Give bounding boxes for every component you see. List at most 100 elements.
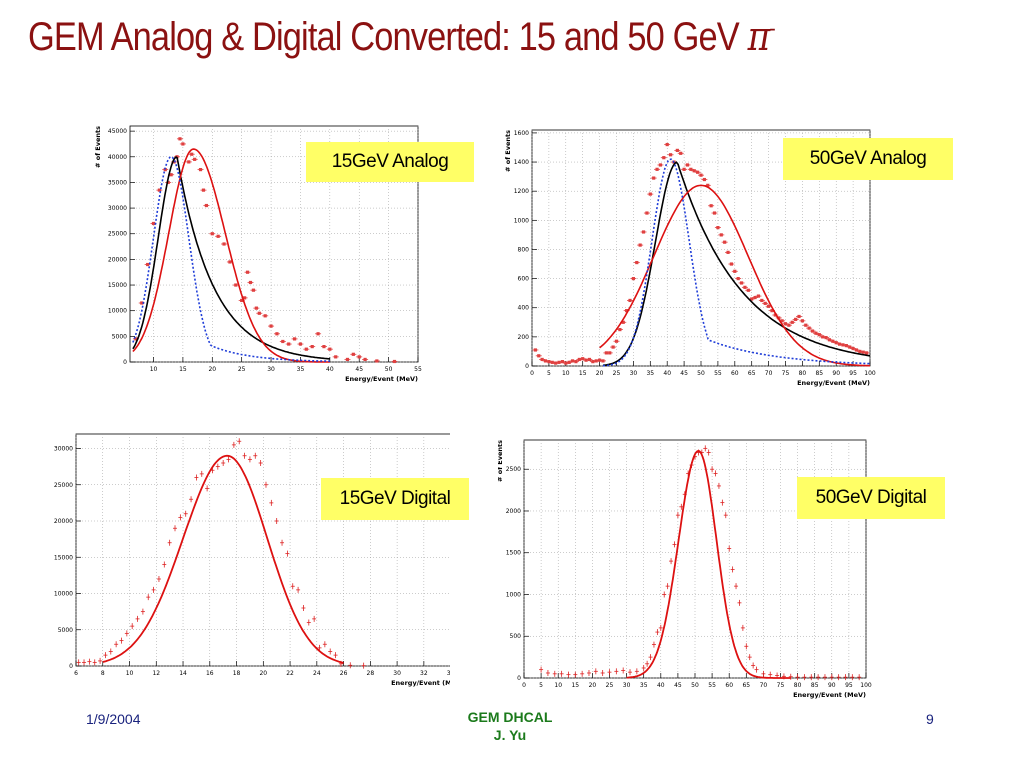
data-point	[296, 586, 301, 593]
y-tick-label: 35000	[108, 179, 127, 186]
data-point	[119, 637, 124, 644]
y-tick-label: 25000	[108, 231, 127, 238]
data-point	[231, 441, 236, 448]
data-point	[301, 605, 306, 611]
data-point	[545, 669, 550, 676]
data-points	[132, 137, 398, 364]
data-point	[843, 674, 848, 681]
x-tick-label: 75	[782, 370, 790, 377]
data-point	[772, 313, 779, 317]
x-tick-label: 40	[663, 370, 671, 377]
data-point	[344, 357, 351, 362]
data-point	[654, 167, 661, 171]
x-tick-label: 70	[765, 370, 773, 377]
data-point	[328, 648, 333, 655]
x-tick-label: 28	[367, 670, 375, 677]
y-tick-label: 15000	[108, 282, 127, 289]
fit-curve	[132, 155, 330, 362]
data-point	[532, 348, 539, 352]
data-point	[806, 326, 813, 330]
data-point	[215, 234, 222, 238]
data-point	[135, 615, 140, 622]
data-point	[253, 452, 258, 459]
x-tick-label: 65	[742, 682, 750, 689]
data-point	[684, 163, 691, 167]
data-point	[681, 167, 688, 171]
title-superscript: -	[769, 15, 775, 41]
data-point	[600, 669, 605, 676]
data-point	[809, 674, 814, 681]
chart-50gev-digital: 0 5 10 15 20 25 30 35 40 45 50 55 60 65 70 75 80 85 90 95 10…	[498, 439, 872, 699]
data-point	[183, 510, 188, 517]
data-point	[273, 332, 280, 336]
y-tick-label: 10000	[54, 591, 73, 598]
data-point	[823, 335, 830, 340]
data-point	[144, 262, 151, 267]
fit-curve	[102, 454, 344, 664]
data-point	[165, 180, 172, 185]
y-tick-label: 2000	[506, 508, 521, 515]
y-tick-label: 0	[123, 359, 127, 366]
x-tick-label: 70	[760, 682, 768, 689]
data-point	[146, 594, 151, 601]
x-tick-label: 10	[554, 682, 562, 689]
x-tick-label: 32	[420, 670, 428, 677]
data-point	[725, 250, 732, 254]
x-tick-label: 22	[286, 670, 294, 677]
data-point	[651, 641, 656, 648]
data-point	[269, 499, 274, 506]
x-tick-label: 34	[447, 670, 450, 677]
label-15gev-analog: 15GeV Analog	[306, 142, 474, 182]
data-point	[754, 666, 759, 673]
data-point	[174, 155, 181, 159]
fit-curve	[132, 156, 330, 360]
data-point	[674, 148, 681, 152]
data-point	[566, 671, 571, 678]
data-point	[829, 674, 834, 681]
x-tick-label: 50	[691, 682, 699, 689]
data-point	[280, 539, 285, 546]
data-point	[755, 294, 762, 298]
x-tick-label: 0	[522, 682, 526, 689]
data-point	[664, 142, 671, 147]
data-point	[237, 438, 242, 445]
fit-curve	[602, 161, 871, 367]
data-point	[303, 347, 310, 351]
data-point	[747, 654, 752, 661]
x-tick-label: 15	[579, 370, 587, 377]
label-50gev-digital: 50GeV Digital	[797, 477, 945, 519]
data-point	[633, 260, 640, 265]
data-point	[650, 176, 657, 180]
data-points	[532, 142, 870, 365]
data-point	[232, 283, 239, 287]
data-point	[836, 674, 841, 681]
data-point	[274, 518, 279, 524]
data-point	[332, 355, 339, 359]
data-point	[850, 674, 855, 681]
data-point	[761, 670, 766, 677]
title-main: GEM Analog & Digital Converted: 15 and 5…	[28, 15, 748, 59]
x-tick-label: 95	[849, 370, 857, 377]
data-point	[802, 674, 807, 681]
data-point	[279, 339, 286, 344]
data-point	[256, 311, 263, 315]
y-tick-label: 1400	[514, 159, 529, 166]
data-point	[660, 156, 667, 160]
x-tick-label: 85	[811, 682, 819, 689]
data-point	[607, 669, 612, 676]
x-tick-label: 20	[596, 370, 604, 377]
y-tick-label: 5000	[58, 627, 73, 634]
data-point	[185, 160, 192, 164]
data-point	[740, 624, 745, 631]
footer-center: GEM DHCAL J. Yu	[440, 708, 580, 744]
x-axis-label: Energy/Event (MeV)	[793, 691, 866, 699]
footer-center-line2: J. Yu	[493, 727, 527, 743]
data-point	[124, 630, 129, 637]
data-point	[350, 352, 357, 356]
x-tick-label: 8	[101, 670, 105, 677]
data-point	[572, 360, 579, 364]
label-15gev-digital: 15GeV Digital	[321, 478, 469, 520]
data-point	[627, 298, 634, 303]
data-point	[665, 583, 670, 590]
slide-title: GEM Analog & Digital Converted: 15 and 5…	[28, 14, 871, 60]
